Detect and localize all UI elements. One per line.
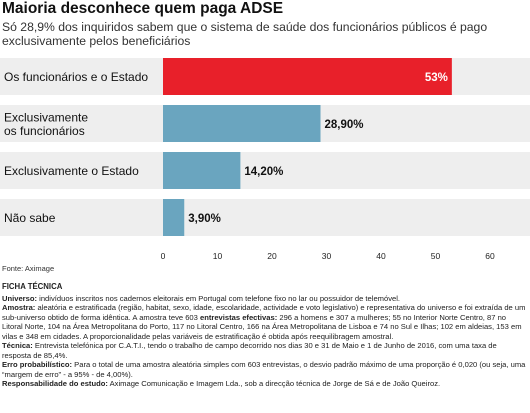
tech-error: Erro probabilístico: Para o total de uma… (2, 360, 527, 379)
source-note: Fonte: Aximage (2, 264, 55, 273)
tech-universe: Universo: indivíduos inscritos nos cader… (2, 294, 527, 304)
bar (163, 152, 241, 189)
category-label: Os funcionários e o Estado (4, 70, 148, 84)
category-label: Exclusivamente os funcionários (4, 110, 88, 138)
chart-title: Maioria desconhece quem paga ADSE (2, 0, 284, 17)
tech-sample-text2: 296 a homens e 307 a mulheres; 55 no Int… (2, 312, 522, 341)
data-label: 14,20% (244, 166, 283, 178)
row-panel (0, 199, 530, 236)
x-tick-label: 60 (485, 251, 495, 261)
category-label: Não sabe (4, 211, 56, 225)
bar (163, 105, 321, 142)
technical-sheet-heading: FICHA TÉCNICA (2, 282, 63, 291)
x-tick-label: 10 (213, 251, 223, 261)
tech-error-text: Para o total de uma amostra aleatória si… (2, 360, 526, 379)
tech-sample-label: Amostra: (2, 303, 36, 312)
tech-universe-label: Universo: (2, 293, 38, 303)
x-tick-label: 50 (431, 251, 441, 261)
category-label: Exclusivamente o Estado (4, 164, 139, 178)
tech-responsibility: Responsabilidade do estudo: Aximage Comu… (2, 379, 527, 389)
bar (163, 58, 452, 95)
tech-sample: Amostra: aleatória e estratificada (regi… (2, 303, 527, 341)
tech-responsibility-label: Responsabilidade do estudo: (2, 379, 108, 388)
x-tick-label: 30 (322, 251, 332, 261)
x-tick-label: 40 (376, 251, 386, 261)
tech-error-label: Erro probabilístico: (2, 360, 73, 369)
data-label: 28,90% (325, 119, 364, 131)
tech-sample-text: aleatória e estratificada (região, habit… (2, 303, 526, 322)
tech-technique-text: Entrevista telefónica por C.A.T.I., tend… (2, 341, 497, 360)
x-tick-label: 0 (161, 251, 166, 261)
tech-responsibility-text: Aximage Comunicação e Imagem Lda., sob a… (107, 379, 441, 388)
chart-subtitle: Só 28,9% dos inquiridos sabem que o sist… (2, 20, 488, 48)
bar (163, 199, 185, 236)
tech-sample-bold: entrevistas efectivas: (199, 312, 278, 322)
tech-technique: Técnica: Entrevista telefónica por C.A.T… (2, 341, 527, 360)
technical-sheet: FICHA TÉCNICA Universo: indivíduos inscr… (2, 282, 527, 389)
bar-chart: Os funcionários e o Estado 53% Exclusivame… (0, 58, 530, 261)
tech-universe-text: indivíduos inscritos nos cadernos eleito… (37, 293, 401, 303)
data-label: 3,90% (188, 213, 221, 225)
tech-technique-label: Técnica: (2, 341, 33, 350)
row-panel (0, 152, 530, 189)
data-label: 53% (425, 72, 448, 84)
x-tick-label: 20 (267, 251, 277, 261)
